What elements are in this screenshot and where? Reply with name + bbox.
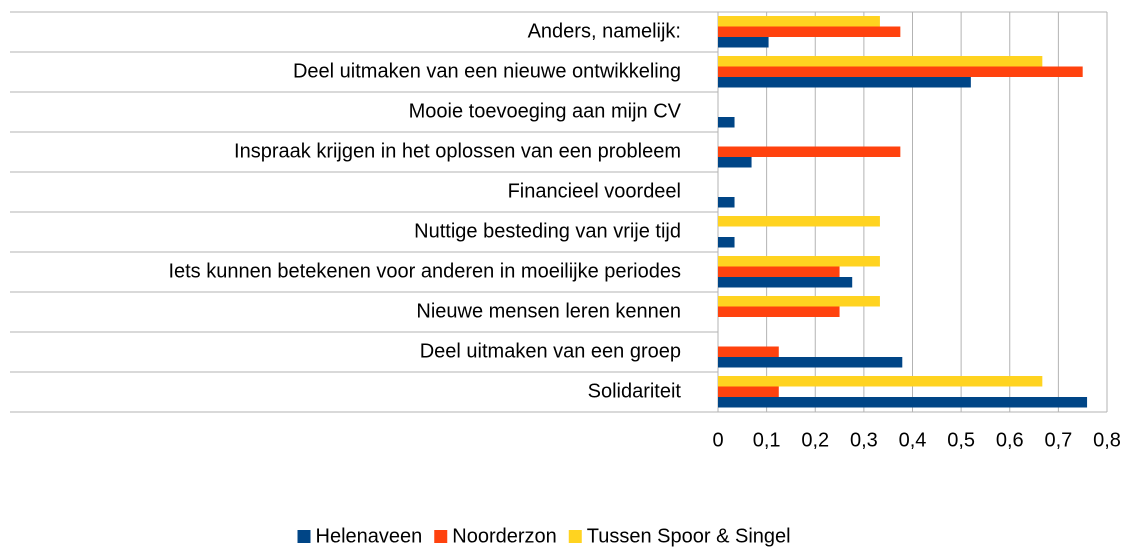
legend-swatch	[297, 530, 311, 543]
x-tick-label: 0,5	[947, 429, 975, 451]
bar	[718, 77, 971, 88]
legend-label: Helenaveen	[316, 525, 423, 547]
bar	[718, 266, 840, 277]
category-label: Anders, namelijk:	[528, 20, 681, 42]
x-tick-label: 0,2	[801, 429, 829, 451]
bar	[718, 306, 840, 317]
bar	[718, 157, 752, 168]
category-label: Solidariteit	[588, 380, 682, 402]
legend-label: Noorderzon	[452, 525, 557, 547]
x-tick-label: 0,3	[850, 429, 878, 451]
x-tick-label: 0	[712, 429, 723, 451]
category-label: Nieuwe mensen leren kennen	[416, 300, 681, 322]
bar	[718, 277, 853, 288]
bar	[718, 16, 880, 27]
bar	[718, 216, 880, 227]
bar	[718, 296, 880, 307]
bar	[718, 26, 901, 37]
category-label: Nuttige besteding van vrije tijd	[414, 220, 681, 242]
bar	[718, 397, 1088, 408]
bar	[718, 117, 735, 128]
legend-label: Tussen Spoor & Singel	[587, 525, 791, 547]
bar	[718, 346, 779, 357]
bar	[718, 386, 779, 397]
category-label: Iets kunnen betekenen voor anderen in mo…	[168, 260, 681, 282]
x-tick-label: 0,8	[1093, 429, 1121, 451]
x-tick-label: 0,1	[753, 429, 781, 451]
x-tick-label: 0,7	[1044, 429, 1072, 451]
bar	[718, 37, 769, 48]
bar	[718, 237, 735, 248]
legend-swatch	[434, 530, 448, 543]
x-tick-label: 0,4	[899, 429, 927, 451]
category-label: Deel uitmaken van een nieuwe ontwikkelin…	[293, 60, 681, 82]
bar	[718, 146, 901, 157]
category-label: Inspraak krijgen in het oplossen van een…	[234, 140, 681, 162]
bar	[718, 357, 903, 368]
bar	[718, 66, 1083, 77]
bar	[718, 256, 880, 267]
bar	[718, 376, 1043, 387]
bar	[718, 56, 1043, 67]
legend-swatch	[568, 530, 582, 543]
category-label: Deel uitmaken van een groep	[420, 340, 681, 362]
x-tick-label: 0,6	[996, 429, 1024, 451]
category-label: Financieel voordeel	[508, 180, 681, 202]
bar	[718, 197, 735, 208]
category-label: Mooie toevoeging aan mijn CV	[409, 100, 682, 122]
